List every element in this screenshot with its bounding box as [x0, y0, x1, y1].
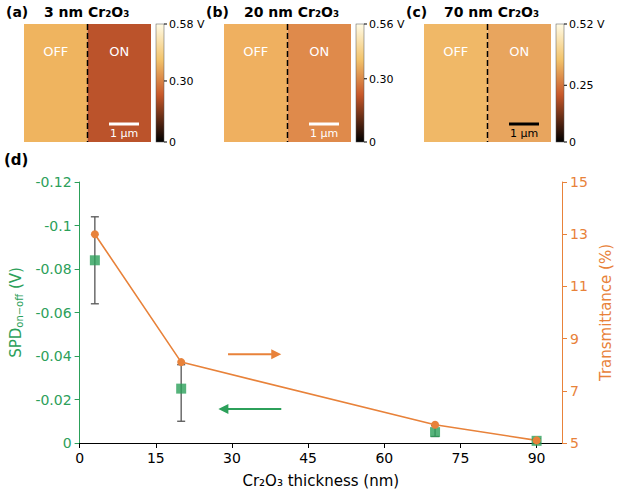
- svg-text:1 µm: 1 µm: [510, 127, 538, 140]
- svg-text:0.30: 0.30: [169, 75, 194, 88]
- svg-text:ON: ON: [309, 44, 329, 59]
- svg-text:20 nm Cr₂O₃: 20 nm Cr₂O₃: [244, 4, 339, 20]
- svg-text:SPD: SPD: [7, 328, 25, 358]
- svg-text:0: 0: [569, 136, 576, 149]
- svg-text:-0.1: -0.1: [44, 218, 71, 234]
- svg-text:0: 0: [63, 435, 72, 451]
- svg-text:-0.08: -0.08: [35, 261, 71, 277]
- svg-text:1 µm: 1 µm: [110, 127, 138, 140]
- svg-text:0.25: 0.25: [569, 79, 594, 92]
- svg-text:(b): (b): [206, 4, 229, 20]
- svg-text:OFF: OFF: [443, 44, 468, 59]
- svg-text:7: 7: [570, 383, 579, 399]
- svg-text:0.56 V: 0.56 V: [369, 18, 405, 31]
- svg-text:0: 0: [75, 450, 84, 466]
- svg-text:(V): (V): [7, 267, 25, 294]
- svg-text:45: 45: [299, 450, 317, 466]
- svg-text:15: 15: [570, 174, 588, 190]
- svg-text:on−off: on−off: [14, 293, 25, 328]
- svg-text:ON: ON: [509, 44, 529, 59]
- svg-text:11: 11: [570, 278, 588, 294]
- svg-text:75: 75: [452, 450, 470, 466]
- svg-text:OFF: OFF: [43, 44, 68, 59]
- svg-text:90: 90: [528, 450, 546, 466]
- svg-text:Transmittance (%): Transmittance (%): [597, 244, 615, 382]
- svg-text:0.52 V: 0.52 V: [569, 18, 605, 31]
- svg-text:-0.12: -0.12: [35, 174, 71, 190]
- svg-text:-0.06: -0.06: [35, 305, 71, 321]
- svg-text:-0.02: -0.02: [35, 392, 71, 408]
- svg-text:-0.04: -0.04: [35, 348, 71, 364]
- svg-text:15: 15: [147, 450, 165, 466]
- svg-text:ON: ON: [109, 44, 129, 59]
- svg-text:Cr₂O₃ thickness (nm): Cr₂O₃ thickness (nm): [242, 472, 399, 490]
- svg-text:70 nm Cr₂O₃: 70 nm Cr₂O₃: [444, 4, 539, 20]
- svg-text:3 nm Cr₂O₃: 3 nm Cr₂O₃: [44, 4, 129, 20]
- svg-text:(c): (c): [406, 4, 427, 20]
- svg-text:0.30: 0.30: [369, 73, 394, 86]
- svg-text:(d): (d): [4, 151, 28, 169]
- svg-text:0: 0: [169, 136, 176, 149]
- svg-text:5: 5: [570, 435, 579, 451]
- svg-text:60: 60: [375, 450, 393, 466]
- svg-text:(a): (a): [6, 4, 28, 20]
- svg-text:1 µm: 1 µm: [310, 127, 338, 140]
- svg-text:13: 13: [570, 226, 588, 242]
- svg-text:OFF: OFF: [243, 44, 268, 59]
- svg-text:9: 9: [570, 331, 579, 347]
- svg-text:0: 0: [369, 136, 376, 149]
- svg-text:30: 30: [223, 450, 241, 466]
- svg-text:0.58 V: 0.58 V: [169, 18, 205, 31]
